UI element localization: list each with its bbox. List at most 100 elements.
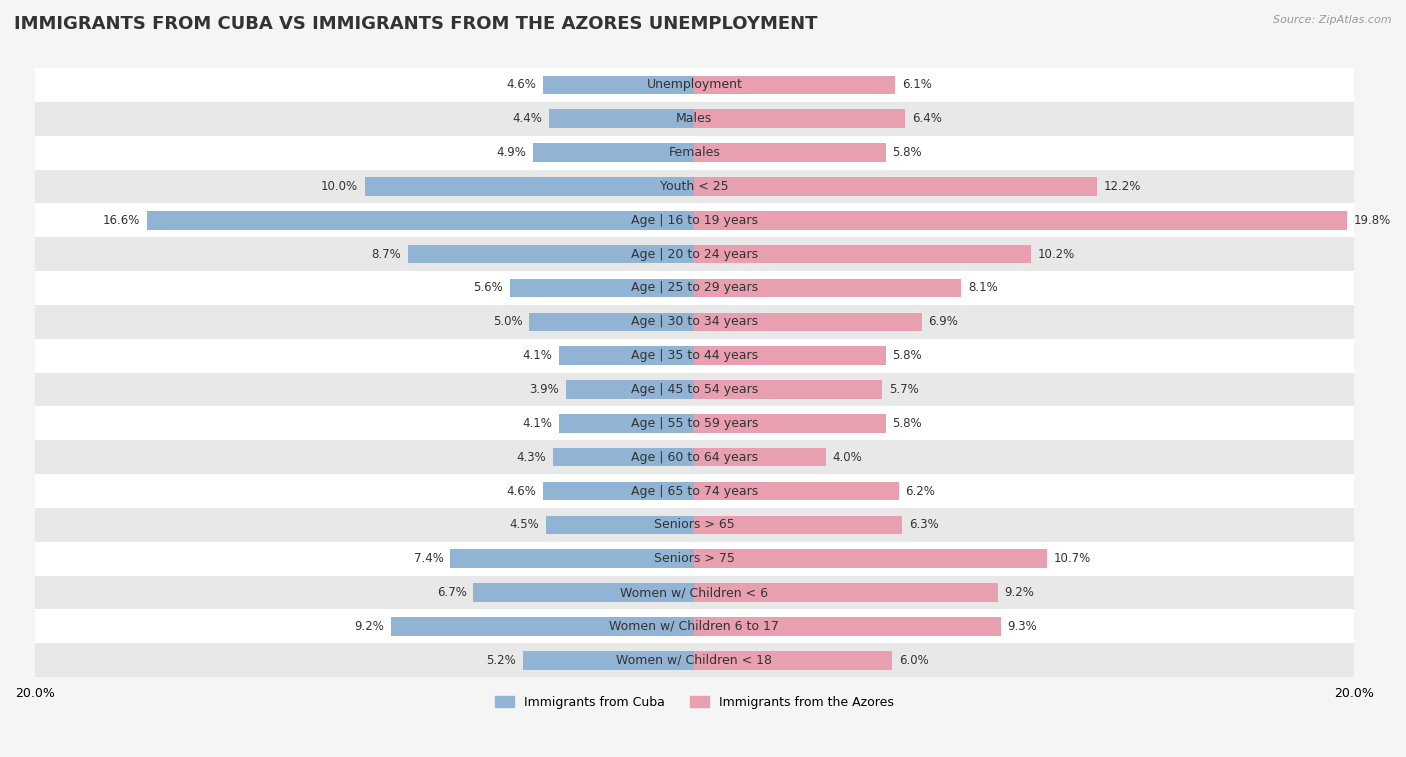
Bar bbox=[474, 583, 695, 602]
Bar bbox=[695, 481, 898, 500]
Bar bbox=[533, 143, 695, 162]
Bar bbox=[553, 448, 695, 466]
Text: 5.8%: 5.8% bbox=[893, 417, 922, 430]
Text: 6.3%: 6.3% bbox=[908, 519, 938, 531]
Text: Females: Females bbox=[668, 146, 720, 159]
Bar bbox=[523, 651, 695, 669]
Text: Women w/ Children < 18: Women w/ Children < 18 bbox=[616, 654, 772, 667]
Text: Age | 30 to 34 years: Age | 30 to 34 years bbox=[631, 316, 758, 329]
Text: 6.2%: 6.2% bbox=[905, 484, 935, 497]
Text: Males: Males bbox=[676, 112, 713, 125]
Text: 9.2%: 9.2% bbox=[1004, 586, 1035, 599]
Text: 10.2%: 10.2% bbox=[1038, 248, 1074, 260]
Text: 6.1%: 6.1% bbox=[903, 79, 932, 92]
Bar bbox=[695, 414, 886, 433]
Text: IMMIGRANTS FROM CUBA VS IMMIGRANTS FROM THE AZORES UNEMPLOYMENT: IMMIGRANTS FROM CUBA VS IMMIGRANTS FROM … bbox=[14, 15, 817, 33]
Text: 6.4%: 6.4% bbox=[912, 112, 942, 125]
Text: Age | 65 to 74 years: Age | 65 to 74 years bbox=[631, 484, 758, 497]
Bar bbox=[35, 407, 1354, 441]
Text: 4.1%: 4.1% bbox=[523, 417, 553, 430]
Bar bbox=[695, 313, 922, 331]
Text: 5.7%: 5.7% bbox=[889, 383, 918, 396]
Text: 6.7%: 6.7% bbox=[437, 586, 467, 599]
Bar bbox=[695, 211, 1347, 229]
Bar bbox=[408, 245, 695, 263]
Text: 5.8%: 5.8% bbox=[893, 349, 922, 362]
Bar bbox=[565, 380, 695, 399]
Text: Women w/ Children < 6: Women w/ Children < 6 bbox=[620, 586, 768, 599]
Text: Youth < 25: Youth < 25 bbox=[659, 180, 728, 193]
Text: 8.7%: 8.7% bbox=[371, 248, 401, 260]
Text: 5.6%: 5.6% bbox=[474, 282, 503, 294]
Bar bbox=[695, 380, 883, 399]
Text: Age | 16 to 19 years: Age | 16 to 19 years bbox=[631, 213, 758, 227]
Text: 10.7%: 10.7% bbox=[1053, 552, 1091, 565]
Text: 12.2%: 12.2% bbox=[1104, 180, 1140, 193]
Bar bbox=[560, 414, 695, 433]
Text: 7.4%: 7.4% bbox=[413, 552, 444, 565]
Text: 19.8%: 19.8% bbox=[1354, 213, 1391, 227]
Text: Age | 20 to 24 years: Age | 20 to 24 years bbox=[631, 248, 758, 260]
Text: Seniors > 75: Seniors > 75 bbox=[654, 552, 735, 565]
Text: 16.6%: 16.6% bbox=[103, 213, 141, 227]
Bar bbox=[35, 508, 1354, 542]
Text: Unemployment: Unemployment bbox=[647, 79, 742, 92]
Bar bbox=[546, 516, 695, 534]
Bar bbox=[695, 110, 905, 128]
Bar bbox=[35, 237, 1354, 271]
Bar bbox=[35, 575, 1354, 609]
Bar bbox=[550, 110, 695, 128]
Text: Seniors > 65: Seniors > 65 bbox=[654, 519, 735, 531]
Bar bbox=[35, 474, 1354, 508]
Bar bbox=[35, 542, 1354, 575]
Text: Age | 45 to 54 years: Age | 45 to 54 years bbox=[631, 383, 758, 396]
Text: 4.0%: 4.0% bbox=[832, 450, 862, 464]
Bar bbox=[35, 305, 1354, 338]
Text: 9.3%: 9.3% bbox=[1008, 620, 1038, 633]
Bar bbox=[35, 170, 1354, 204]
Bar bbox=[543, 76, 695, 94]
Bar bbox=[543, 481, 695, 500]
Bar bbox=[695, 177, 1097, 196]
Bar bbox=[35, 372, 1354, 407]
Bar bbox=[35, 643, 1354, 678]
Text: 8.1%: 8.1% bbox=[967, 282, 998, 294]
Bar bbox=[695, 516, 903, 534]
Bar bbox=[35, 136, 1354, 170]
Text: 4.5%: 4.5% bbox=[509, 519, 540, 531]
Text: 4.6%: 4.6% bbox=[506, 79, 536, 92]
Bar bbox=[695, 279, 962, 298]
Bar bbox=[35, 271, 1354, 305]
Bar bbox=[560, 347, 695, 365]
Bar bbox=[35, 204, 1354, 237]
Text: Age | 25 to 29 years: Age | 25 to 29 years bbox=[631, 282, 758, 294]
Text: 6.9%: 6.9% bbox=[928, 316, 959, 329]
Text: 6.0%: 6.0% bbox=[898, 654, 928, 667]
Text: 4.9%: 4.9% bbox=[496, 146, 526, 159]
Bar bbox=[695, 651, 893, 669]
Bar bbox=[35, 441, 1354, 474]
Text: Source: ZipAtlas.com: Source: ZipAtlas.com bbox=[1274, 15, 1392, 25]
Bar bbox=[148, 211, 695, 229]
Text: 3.9%: 3.9% bbox=[530, 383, 560, 396]
Legend: Immigrants from Cuba, Immigrants from the Azores: Immigrants from Cuba, Immigrants from th… bbox=[491, 690, 898, 714]
Bar bbox=[695, 76, 896, 94]
Bar bbox=[695, 550, 1047, 568]
Text: Age | 55 to 59 years: Age | 55 to 59 years bbox=[631, 417, 758, 430]
Text: 5.0%: 5.0% bbox=[494, 316, 523, 329]
Text: 4.6%: 4.6% bbox=[506, 484, 536, 497]
Bar bbox=[510, 279, 695, 298]
Bar bbox=[695, 448, 827, 466]
Bar bbox=[450, 550, 695, 568]
Bar bbox=[695, 245, 1031, 263]
Text: 4.4%: 4.4% bbox=[513, 112, 543, 125]
Text: 4.1%: 4.1% bbox=[523, 349, 553, 362]
Bar bbox=[695, 143, 886, 162]
Text: Age | 35 to 44 years: Age | 35 to 44 years bbox=[631, 349, 758, 362]
Text: 4.3%: 4.3% bbox=[516, 450, 546, 464]
Bar bbox=[695, 583, 998, 602]
Bar bbox=[364, 177, 695, 196]
Bar bbox=[35, 68, 1354, 102]
Bar bbox=[695, 347, 886, 365]
Bar bbox=[695, 617, 1001, 636]
